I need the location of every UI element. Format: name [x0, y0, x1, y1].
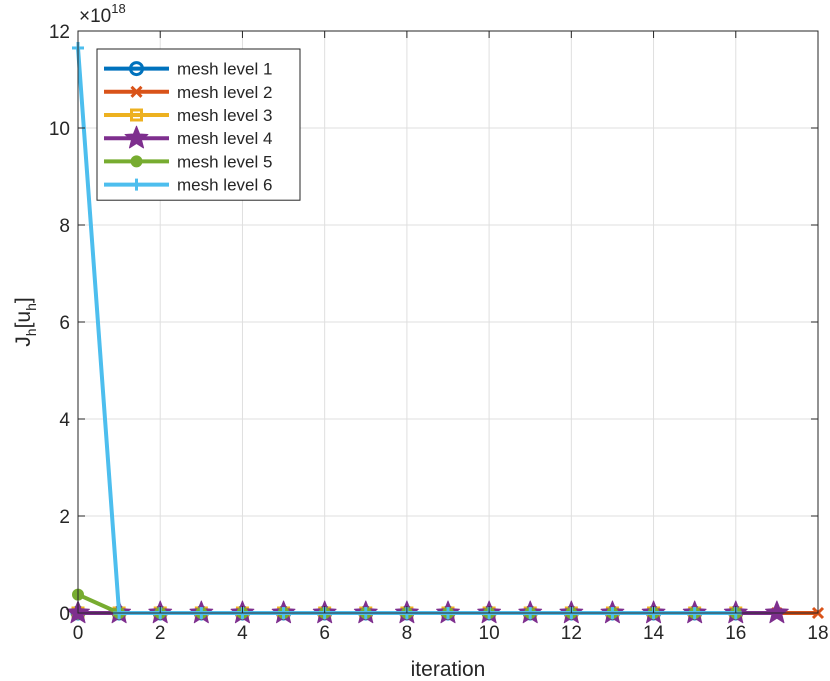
legend-item: mesh level 5 — [104, 152, 272, 171]
legend-item: mesh level 6 — [104, 176, 272, 195]
legend-marker — [129, 61, 144, 77]
x-tick-label: 8 — [402, 623, 413, 644]
svg-text:×1018: ×1018 — [79, 1, 126, 27]
x-tick-label: 0 — [73, 623, 84, 644]
legend: mesh level 1 mesh level 2 mesh level 3 mesh… — [96, 48, 301, 201]
y-tick-label: 12 — [49, 22, 70, 43]
y-tick-label: 8 — [59, 216, 70, 237]
x-tick-label: 4 — [237, 623, 248, 644]
x-tick-label: 6 — [319, 623, 330, 644]
y-label-end: ] — [12, 297, 35, 303]
x-tick-label: 16 — [725, 623, 746, 644]
legend-marker — [130, 85, 143, 98]
legend-label: mesh level 1 — [177, 60, 272, 79]
x-tick-label: 14 — [643, 623, 665, 644]
legend-label: mesh level 3 — [177, 106, 272, 125]
y-label-mid: [u — [12, 311, 35, 329]
y-axis-label: Jh[uh] — [12, 297, 39, 346]
legend-label: mesh level 5 — [177, 152, 272, 171]
legend-item: mesh level 1 — [104, 60, 272, 79]
x-tick-label: 18 — [807, 623, 828, 644]
legend-item: mesh level 2 — [104, 83, 272, 102]
legend-marker — [130, 155, 143, 168]
legend-label: mesh level 2 — [177, 83, 272, 102]
legend-item: mesh level 4 — [104, 125, 272, 149]
data-point — [764, 600, 789, 624]
y-label-sub1: h — [23, 328, 39, 336]
x-tick-label: 12 — [561, 623, 582, 644]
legend-box — [96, 48, 301, 201]
y-label-main: J — [12, 336, 35, 347]
x-tick-label: 2 — [155, 623, 166, 644]
y-tick-label: 2 — [59, 507, 70, 528]
ticks: 0 2 4 6 8 10 12 14 16 18 0 2 4 6 8 10 12 — [49, 22, 829, 644]
y-tick-label: 10 — [49, 119, 70, 140]
x-tick-label: 10 — [479, 623, 500, 644]
legend-marker — [130, 178, 143, 191]
y-tick-label: 0 — [59, 604, 70, 625]
legend-marker — [130, 108, 143, 122]
legend-item: mesh level 3 — [104, 106, 272, 125]
x-axis-label: iteration — [411, 658, 486, 681]
legend-label: mesh level 4 — [177, 129, 272, 148]
y-label-sub2: h — [23, 303, 39, 311]
y-exponent-label: ×1018 — [79, 1, 126, 27]
y-exponent-value: 18 — [111, 1, 125, 16]
legend-marker — [124, 125, 149, 149]
legend-marker-stroke — [130, 85, 143, 98]
y-tick-label: 4 — [59, 410, 70, 431]
svg-text:Jh[uh]: Jh[uh] — [12, 297, 39, 346]
y-tick-label: 6 — [59, 313, 70, 334]
y-exponent-prefix: ×10 — [79, 6, 111, 27]
legend-label: mesh level 6 — [177, 176, 272, 195]
